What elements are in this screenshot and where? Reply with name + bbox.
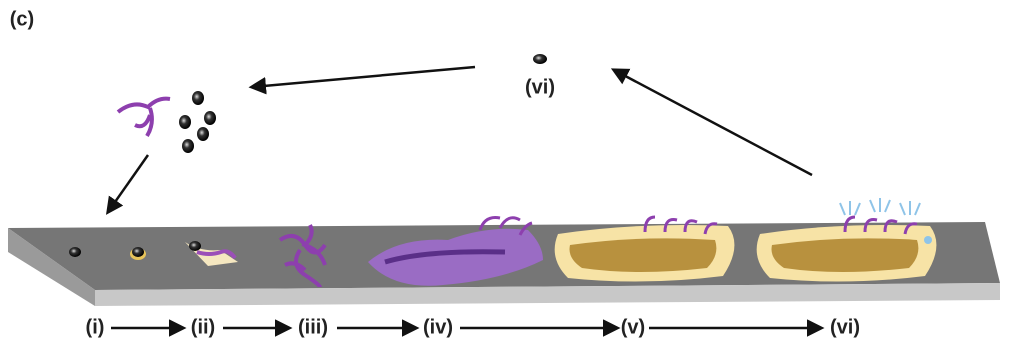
stage-label: (iv)	[423, 316, 453, 338]
stage-label: (ii)	[191, 316, 215, 338]
stage-label: (i)	[86, 316, 105, 338]
biofilm-diagram: (c)	[0, 0, 1010, 349]
stage-label: (vi)	[830, 316, 860, 338]
panel-label: (c)	[10, 8, 34, 30]
stage-label: (v)	[621, 316, 645, 338]
dispersal-label: (vi)	[525, 76, 555, 98]
stage-labels: (i) (ii) (iii) (iv) (v) (vi)	[86, 316, 860, 338]
dispersing-biofilm	[757, 198, 937, 282]
stage-label: (iii)	[298, 316, 328, 338]
cycle-arrows	[108, 67, 812, 212]
planktonic-cells	[118, 54, 547, 153]
